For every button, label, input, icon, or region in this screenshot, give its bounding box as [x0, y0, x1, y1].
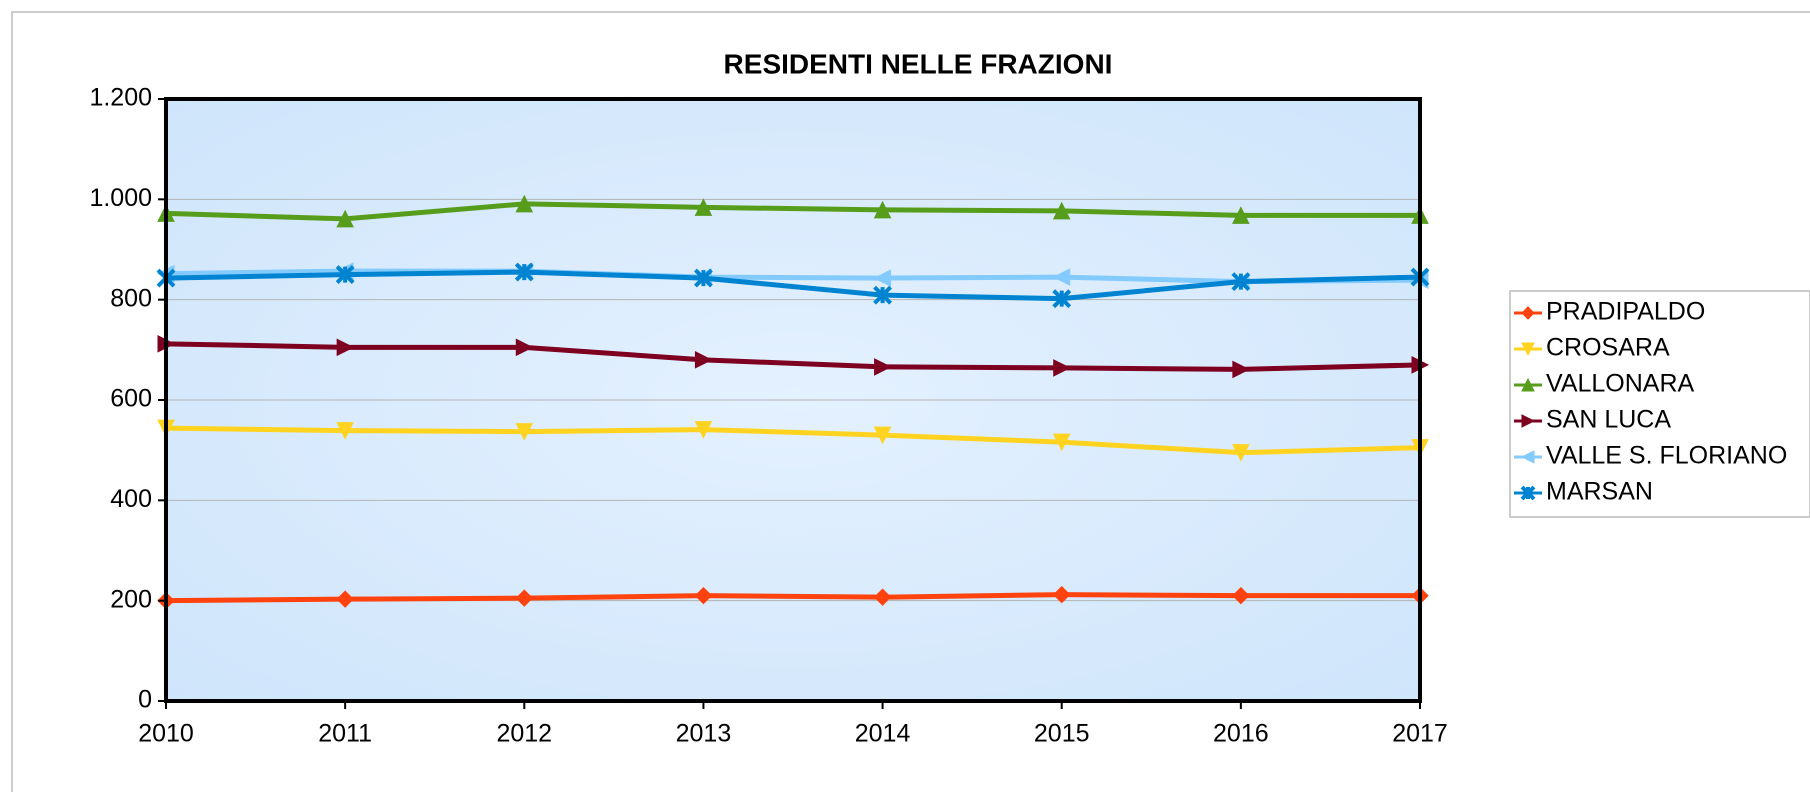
series-line — [165, 269, 1421, 302]
marker — [1521, 306, 1535, 320]
y-tick-label: 600 — [110, 385, 152, 413]
marker — [1232, 586, 1250, 605]
marker — [515, 423, 534, 441]
marker — [514, 262, 534, 282]
x-tick-label: 2013 — [676, 720, 732, 748]
marker — [1521, 414, 1536, 428]
marker — [1232, 360, 1250, 379]
marker — [873, 200, 892, 219]
marker — [694, 351, 713, 369]
series-line — [165, 341, 1421, 372]
x-tick-label: 2014 — [855, 720, 911, 748]
y-tick-label: 200 — [110, 585, 152, 613]
marker — [1232, 444, 1250, 462]
marker — [694, 586, 713, 605]
marker — [873, 426, 892, 445]
y-tick-label: 1.000 — [89, 184, 152, 212]
marker — [1521, 377, 1535, 392]
marker — [694, 421, 713, 439]
series-line — [165, 592, 1420, 604]
y-tick-label: 400 — [110, 485, 152, 513]
x-tick-label: 2011 — [318, 720, 372, 748]
x-tick-label: 2017 — [1392, 720, 1448, 748]
marker — [515, 338, 534, 357]
marker — [336, 209, 354, 228]
y-tick-label: 1.200 — [89, 84, 152, 112]
marker — [1520, 485, 1536, 501]
series-line — [165, 268, 1421, 285]
legend-label: PRADIPALDO — [1546, 298, 1705, 326]
marker — [336, 338, 355, 357]
marker — [1052, 201, 1071, 220]
marker — [335, 265, 355, 284]
marker — [1231, 272, 1251, 292]
marker — [1053, 585, 1071, 604]
legend-label: MARSAN — [1546, 478, 1653, 506]
marker — [515, 194, 534, 213]
marker — [874, 358, 892, 376]
marker — [1052, 289, 1072, 309]
frame — [11, 11, 1810, 797]
marker — [873, 588, 892, 606]
marker — [336, 422, 354, 440]
y-tick-label: 800 — [110, 284, 152, 312]
series-line — [165, 425, 1421, 456]
legend-label: SAN LUCA — [1546, 406, 1671, 434]
marker — [1052, 268, 1071, 286]
legend-label: VALLE S. FLORIANO — [1546, 442, 1787, 470]
chart-title: RESIDENTI NELLE FRAZIONI — [724, 48, 1113, 79]
marker — [1521, 342, 1535, 357]
legend-label: VALLONARA — [1546, 370, 1695, 398]
x-tick-label: 2015 — [1034, 720, 1090, 748]
marker — [1520, 450, 1535, 464]
marker — [1232, 206, 1250, 224]
marker — [515, 589, 533, 607]
marker — [694, 268, 713, 288]
marker — [694, 198, 713, 216]
y-tick-label: 0 — [138, 686, 152, 714]
x-tick-label: 2012 — [496, 720, 552, 748]
marker — [1052, 433, 1071, 452]
legend-label: CROSARA — [1546, 334, 1670, 362]
x-tick-label: 2016 — [1213, 720, 1269, 748]
marker — [873, 285, 892, 305]
series-line — [165, 201, 1420, 222]
marker — [1053, 359, 1071, 377]
legend — [1509, 290, 1810, 518]
marker — [873, 269, 892, 287]
marker — [336, 590, 354, 608]
x-tick-label: 2010 — [138, 720, 194, 748]
